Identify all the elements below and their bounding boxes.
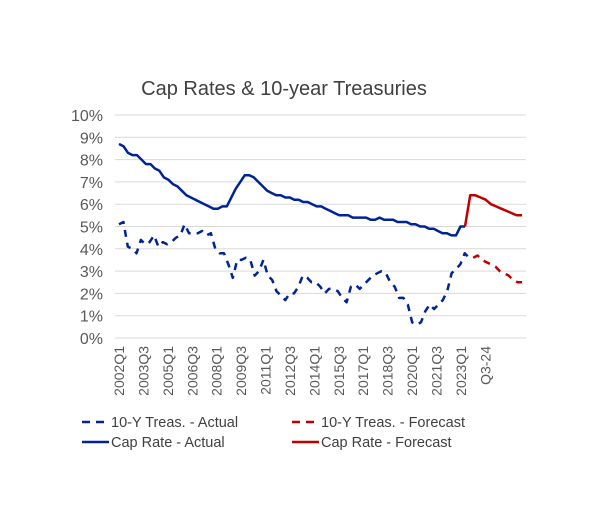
legend-label: 10-Y Treas. - Forecast xyxy=(321,415,465,431)
y-tick-label: 3% xyxy=(80,264,103,281)
x-tick-label: 2017Q1 xyxy=(355,346,371,396)
x-tick-label: 2008Q1 xyxy=(209,346,225,396)
x-tick-label: 2021Q3 xyxy=(429,346,445,396)
y-tick-label: 2% xyxy=(80,286,103,303)
y-tick-label: 6% xyxy=(80,197,103,214)
x-axis-ticks: 2002Q1 2003Q3 2005Q1 2006Q3 2008Q1 2009Q3 2011… xyxy=(111,346,493,396)
legend-label: Cap Rate - Forecast xyxy=(321,435,452,451)
x-tick-label: 2011Q1 xyxy=(258,346,274,395)
x-tick-label: 2009Q3 xyxy=(233,346,249,396)
chart-title: Cap Rates & 10-year Treasuries xyxy=(141,78,427,100)
y-axis-ticks: 0% 1% 2% 3% 4% 5% 6% 7% 8% 9% 10% xyxy=(71,108,103,348)
y-tick-label: 10% xyxy=(71,108,103,125)
legend-item: 10-Y Treas. - Forecast xyxy=(292,415,465,431)
y-tick-label: 1% xyxy=(80,309,103,326)
x-tick-label: 2006Q3 xyxy=(184,346,200,396)
x-tick-label: Q3-24 xyxy=(477,346,493,385)
legend-label: 10-Y Treas. - Actual xyxy=(111,415,238,431)
series-10-y-treas-actual xyxy=(118,220,470,326)
x-tick-label: 2014Q1 xyxy=(306,346,322,396)
legend-label: Cap Rate - Actual xyxy=(111,435,225,451)
y-tick-label: 5% xyxy=(80,220,103,237)
legend-item: Cap Rate - Actual xyxy=(82,435,225,451)
series-group xyxy=(118,142,522,326)
x-tick-label: 2023Q1 xyxy=(453,346,469,396)
y-tick-label: 7% xyxy=(80,175,103,192)
y-tick-label: 9% xyxy=(80,130,103,147)
y-tick-label: 0% xyxy=(80,331,103,348)
x-tick-label: 2002Q1 xyxy=(111,346,127,396)
legend-item: 10-Y Treas. - Actual xyxy=(82,415,238,431)
y-tick-label: 4% xyxy=(80,242,103,259)
series-10-y-treas-forecast xyxy=(472,254,522,284)
x-tick-label: 2015Q3 xyxy=(331,346,347,396)
x-tick-label: 2012Q3 xyxy=(282,346,298,396)
x-tick-label: 2020Q1 xyxy=(404,346,420,396)
legend-item: Cap Rate - Forecast xyxy=(292,435,452,451)
series-cap-rate-actual xyxy=(118,142,465,237)
x-tick-label: 2018Q3 xyxy=(380,346,396,396)
x-tick-label: 2003Q3 xyxy=(135,346,151,396)
series-cap-rate-forecast xyxy=(463,194,522,227)
legend: 10-Y Treas. - Actual 10-Y Treas. - Foreca… xyxy=(82,415,465,451)
y-tick-label: 8% xyxy=(80,153,103,170)
x-tick-label: 2005Q1 xyxy=(160,346,176,396)
